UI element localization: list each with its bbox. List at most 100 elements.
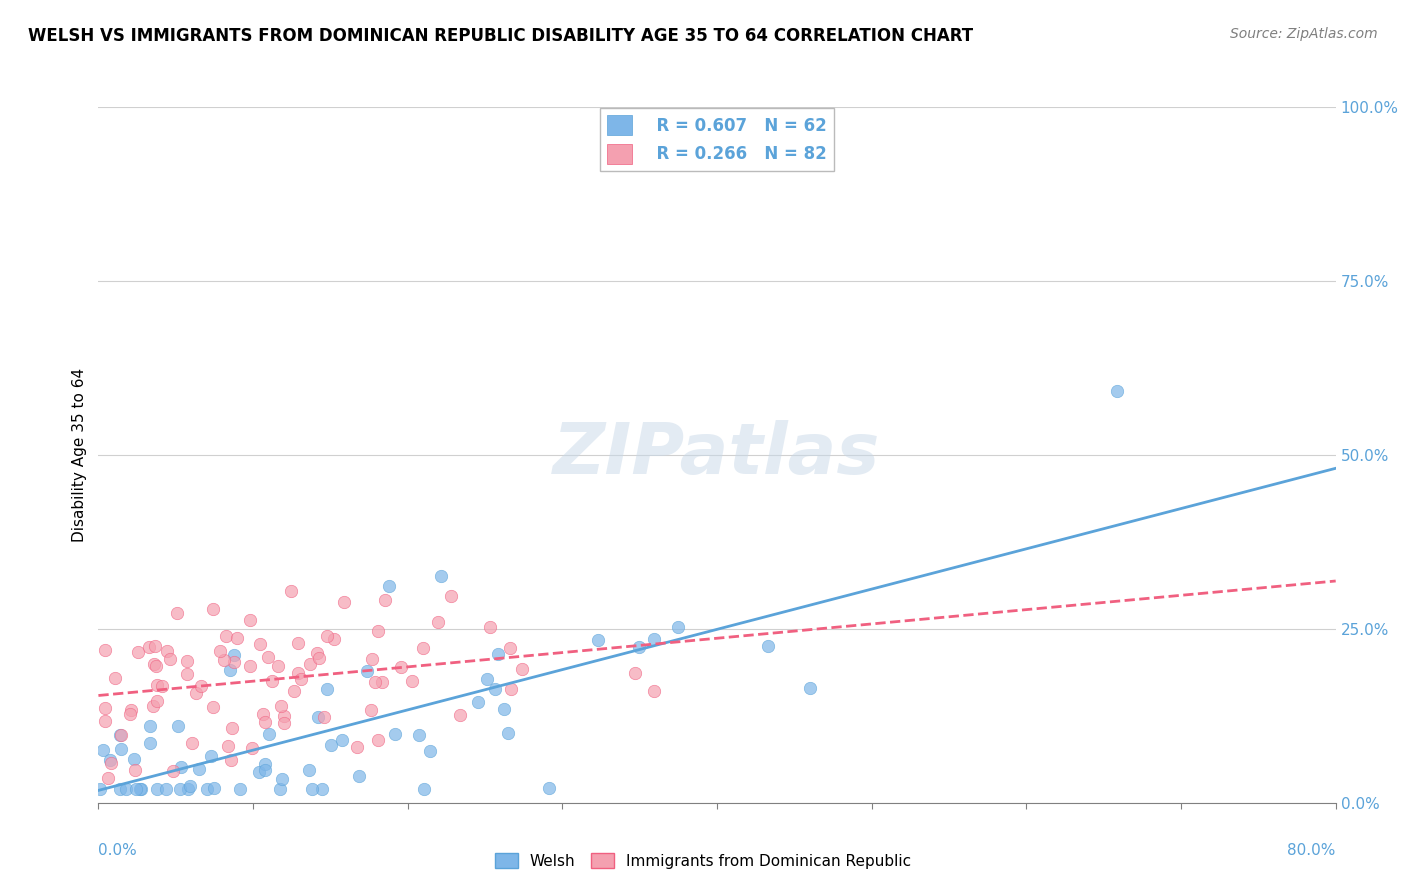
Point [269, 781, 291, 796]
Point [586, 633, 609, 648]
Point [367, 732, 389, 747]
Point [91, 743, 114, 757]
Point [273, 709, 295, 723]
Point [143, 639, 166, 653]
Point [247, 764, 270, 779]
Point [305, 646, 328, 660]
Point [226, 631, 249, 645]
Point [1107, 384, 1129, 398]
Point [429, 569, 451, 583]
Point [643, 632, 665, 646]
Point [138, 640, 160, 654]
Point [364, 675, 387, 690]
Point [219, 663, 242, 677]
Point [122, 751, 145, 765]
Point [374, 593, 396, 607]
Point [124, 763, 146, 777]
Point [118, 707, 141, 722]
Point [202, 780, 225, 795]
Point [499, 641, 522, 656]
Point [287, 636, 309, 650]
Text: ZIPatlas: ZIPatlas [554, 420, 880, 490]
Point [249, 637, 271, 651]
Point [799, 681, 821, 695]
Point [256, 650, 278, 665]
Text: 0.0%: 0.0% [98, 843, 138, 858]
Point [478, 620, 501, 634]
Point [253, 757, 276, 772]
Point [89, 781, 111, 796]
Point [239, 658, 262, 673]
Point [384, 727, 406, 741]
Point [367, 624, 389, 638]
Point [131, 781, 153, 796]
Point [271, 772, 294, 787]
Point [152, 679, 174, 693]
Point [184, 686, 207, 700]
Point [94, 642, 117, 657]
Point [308, 650, 330, 665]
Point [361, 651, 384, 665]
Point [628, 640, 651, 655]
Legend:   R = 0.607   N = 62,   R = 0.266   N = 82: R = 0.607 N = 62, R = 0.266 N = 82 [600, 109, 834, 170]
Point [100, 756, 122, 770]
Point [125, 781, 148, 796]
Point [110, 728, 132, 742]
Point [155, 781, 177, 796]
Text: 80.0%: 80.0% [1288, 843, 1336, 858]
Point [156, 644, 179, 658]
Point [389, 660, 412, 674]
Point [298, 657, 321, 671]
Text: Source: ZipAtlas.com: Source: ZipAtlas.com [1230, 27, 1378, 41]
Point [401, 673, 423, 688]
Point [176, 654, 198, 668]
Point [283, 684, 305, 698]
Point [321, 739, 343, 753]
Point [229, 781, 252, 796]
Point [145, 659, 167, 673]
Point [110, 728, 132, 742]
Point [333, 595, 356, 609]
Point [467, 695, 489, 709]
Point [408, 728, 430, 742]
Point [215, 629, 238, 643]
Point [108, 781, 131, 796]
Point [97, 772, 120, 786]
Point [159, 651, 181, 665]
Point [142, 698, 165, 713]
Point [98, 753, 121, 767]
Point [200, 748, 222, 763]
Point [169, 781, 191, 796]
Point [127, 645, 149, 659]
Point [179, 779, 201, 793]
Point [195, 781, 218, 796]
Point [259, 727, 281, 741]
Point [142, 657, 165, 671]
Point [219, 753, 242, 767]
Point [307, 710, 329, 724]
Point [484, 682, 506, 697]
Point [538, 781, 561, 796]
Point [419, 744, 441, 758]
Point [287, 666, 309, 681]
Y-axis label: Disability Age 35 to 64: Disability Age 35 to 64 [72, 368, 87, 542]
Point [301, 781, 323, 796]
Point [624, 665, 647, 680]
Point [187, 762, 209, 776]
Point [180, 736, 202, 750]
Point [494, 702, 516, 716]
Point [138, 719, 160, 733]
Point [412, 640, 434, 655]
Point [510, 662, 533, 676]
Point [104, 671, 127, 685]
Point [475, 672, 498, 686]
Point [222, 648, 245, 663]
Point [176, 781, 198, 796]
Point [94, 700, 117, 714]
Point [212, 653, 235, 667]
Point [162, 764, 184, 779]
Point [110, 742, 132, 756]
Point [315, 682, 337, 697]
Point [166, 606, 188, 620]
Point [190, 679, 212, 693]
